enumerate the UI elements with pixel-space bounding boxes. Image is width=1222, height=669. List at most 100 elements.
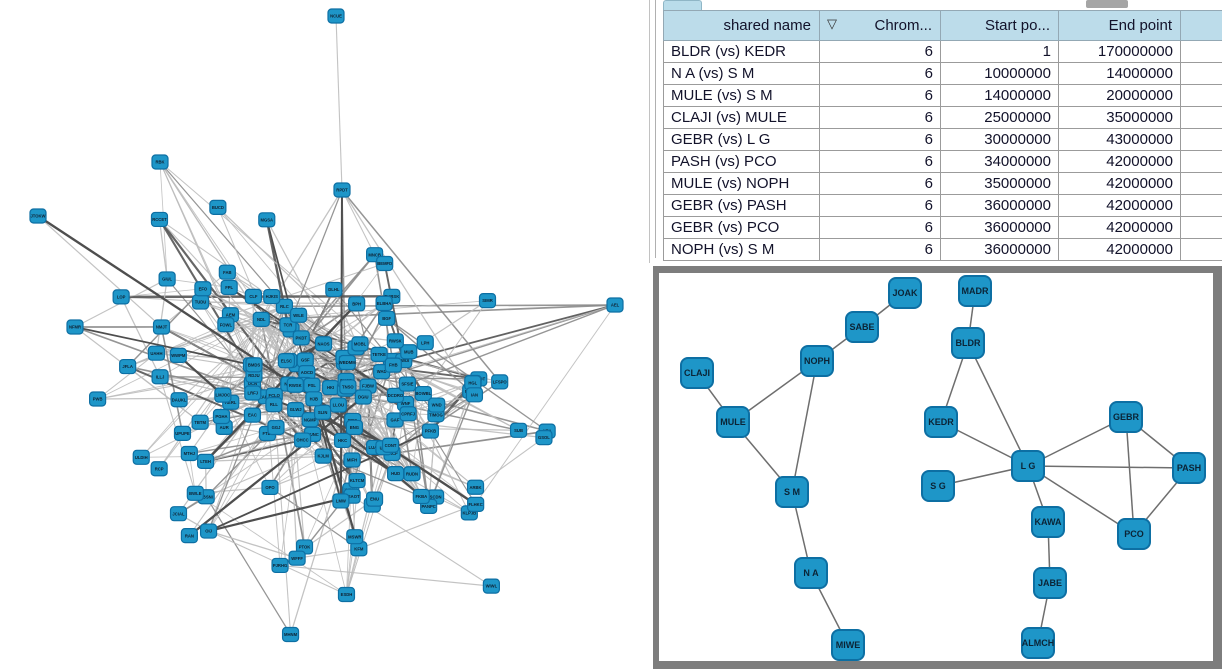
network-node[interactable]: WFFF (288, 550, 306, 566)
network-node[interactable]: DGIU (354, 389, 372, 405)
network-node[interactable]: LMJOC (214, 387, 232, 403)
network-node[interactable]: GGJ (267, 419, 285, 436)
network-node[interactable]: MSWR (346, 529, 364, 545)
network-node[interactable]: TUDU (191, 294, 210, 310)
network-edge[interactable] (322, 455, 422, 498)
network-edge[interactable] (393, 364, 519, 431)
network-node[interactable]: BNG (345, 419, 364, 436)
network-node[interactable]: WIWL (482, 578, 500, 594)
network-node-jabe[interactable]: JABE (1033, 567, 1067, 599)
network-node[interactable]: ULDIH (132, 449, 150, 465)
network-node[interactable]: NCUE (327, 8, 345, 24)
network-edge[interactable] (269, 455, 324, 488)
table-cell[interactable]: 6 (819, 150, 941, 173)
table-cell[interactable]: 16.9 (1180, 128, 1222, 151)
network-node[interactable]: TNSO (339, 379, 357, 395)
table-row[interactable]: NOPH (vs) S M636000000420000009.9 (663, 238, 1222, 261)
network-node[interactable]: MUB (400, 344, 418, 360)
network-edge[interactable] (208, 495, 353, 533)
network-node[interactable]: ILLJ (151, 369, 169, 385)
table-cell[interactable]: 8.9 (1180, 194, 1222, 217)
network-node[interactable]: DLHL (325, 281, 343, 298)
network-node[interactable]: BUCD (209, 199, 227, 215)
network-node[interactable]: BWLE (186, 485, 204, 501)
network-node[interactable]: RLL (265, 397, 283, 413)
table-cell[interactable]: 6 (819, 128, 941, 151)
network-edge[interactable] (350, 360, 393, 491)
network-node[interactable]: JCIAL (169, 506, 188, 522)
network-node[interactable]: UPUPE (173, 425, 192, 441)
network-edge[interactable] (228, 286, 396, 397)
network-node[interactable]: SIMR (478, 293, 497, 309)
table-cell[interactable]: 30000000 (940, 128, 1059, 151)
network-node[interactable]: BOWBL (414, 385, 432, 402)
filter-icon[interactable]: ▽ (827, 16, 837, 31)
network-node[interactable]: ARBK (466, 479, 485, 495)
network-node[interactable]: HGL (464, 375, 482, 391)
network-edge[interactable] (202, 288, 305, 385)
network-node[interactable]: UAHH (147, 345, 166, 361)
table-cell[interactable]: 36000000 (940, 238, 1059, 261)
network-node[interactable]: EFO (194, 281, 212, 297)
network-node[interactable]: GSF (296, 352, 314, 368)
network-node-miwe[interactable]: MIWE (831, 629, 865, 661)
network-node[interactable]: RLC (275, 298, 294, 314)
network-edge[interactable] (341, 189, 376, 255)
table-cell[interactable]: 14000000 (1058, 62, 1181, 85)
network-node[interactable]: MTHJ (180, 445, 198, 462)
network-edge[interactable] (791, 360, 818, 493)
network-edge[interactable] (120, 296, 161, 378)
network-node[interactable]: PKDT (292, 330, 310, 346)
network-edge[interactable] (160, 326, 184, 434)
table-cell[interactable]: 43000000 (1058, 128, 1181, 151)
network-node[interactable]: LTEH (197, 453, 215, 469)
network-edge[interactable] (967, 342, 1029, 467)
table-cell[interactable]: 42000000 (1058, 238, 1181, 261)
network-edge[interactable] (178, 374, 255, 401)
network-edge[interactable] (333, 289, 422, 497)
network-node[interactable]: LFSPO (491, 374, 509, 390)
table-row[interactable]: BLDR (vs) KEDR61170000000192.0 (663, 40, 1222, 63)
network-node[interactable]: MIFH (343, 452, 361, 468)
table-row[interactable]: PASH (vs) PCO6340000004200000011.4 (663, 150, 1222, 173)
network-edge[interactable] (1125, 416, 1135, 535)
table-cell[interactable]: 35000000 (1058, 106, 1181, 129)
table-cell[interactable]: 6 (819, 62, 941, 85)
table-cell[interactable]: GEBR (vs) L G (663, 128, 820, 151)
table-cell[interactable]: 1 (940, 40, 1059, 63)
table-cell[interactable]: GEBR (vs) PCO (663, 216, 820, 239)
network-node-kedr[interactable]: KEDR (924, 406, 958, 438)
network-edge[interactable] (160, 376, 479, 380)
network-node[interactable]: PWB (89, 391, 107, 407)
network-edge[interactable] (475, 437, 545, 488)
network-edge[interactable] (297, 548, 359, 559)
table-cell[interactable]: 8.4 (1180, 216, 1222, 239)
network-edge[interactable] (346, 453, 393, 595)
network-edge[interactable] (200, 301, 292, 331)
network-node[interactable]: LPH (416, 335, 434, 351)
network-node[interactable]: AEL (606, 297, 624, 313)
table-cell[interactable]: 42000000 (1058, 194, 1181, 217)
network-node[interactable]: SFSIE (398, 376, 417, 392)
network-node-mule[interactable]: MULE (716, 406, 750, 438)
network-edge[interactable] (339, 189, 344, 501)
network-node[interactable]: FOWL (217, 317, 235, 333)
network-node[interactable]: BMDS (245, 357, 263, 373)
network-node[interactable]: BEMFD (376, 255, 394, 272)
network-node-kawa[interactable]: KAWA (1031, 506, 1065, 538)
table-cell[interactable]: 25000000 (940, 106, 1059, 129)
table-cell[interactable]: BLDR (vs) KEDR (663, 40, 820, 63)
network-edge[interactable] (468, 304, 616, 514)
network-node-madr[interactable]: MADR (958, 275, 992, 307)
network-node[interactable]: PSL (303, 377, 321, 393)
network-edge[interactable] (279, 564, 492, 587)
column-header-genetic[interactable]: Genetic... (1180, 10, 1222, 41)
network-node[interactable]: ELBHA (375, 295, 393, 312)
network-node[interactable]: DAUKL (170, 392, 188, 408)
network-node[interactable]: MGSA (258, 212, 276, 228)
network-edge[interactable] (1027, 465, 1135, 535)
network-node[interactable]: RBK (151, 154, 169, 170)
table-row[interactable]: GEBR (vs) L G6300000004300000016.9 (663, 128, 1222, 151)
network-edge[interactable] (284, 304, 616, 308)
network-node[interactable]: RCCET (150, 211, 169, 228)
